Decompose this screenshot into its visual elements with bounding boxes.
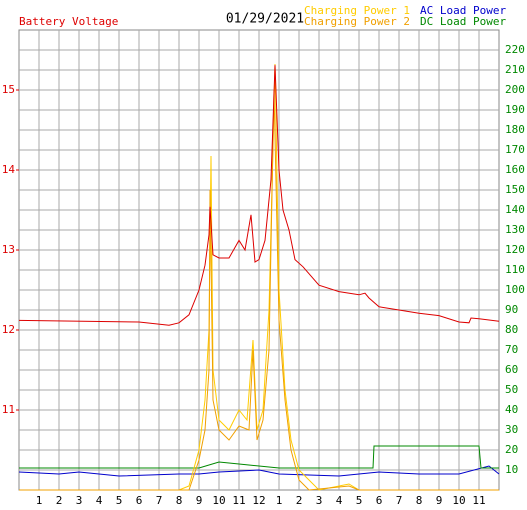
y2-tick-label: 100: [505, 283, 525, 296]
y2-tick-label: 60: [505, 363, 518, 376]
y2-tick-label: 30: [505, 423, 518, 436]
y2-tick-label: 90: [505, 303, 518, 316]
x-tick-label: 4: [96, 494, 103, 507]
x-tick-label: 1: [36, 494, 43, 507]
chart-title: 01/29/2021: [226, 12, 304, 27]
x-tick-label: 12: [252, 494, 265, 507]
y2-tick-label: 80: [505, 323, 518, 336]
y-tick-label: 11: [2, 403, 15, 416]
x-tick-label: 9: [196, 494, 203, 507]
x-tick-label: 7: [396, 494, 403, 507]
x-tick-label: 7: [156, 494, 163, 507]
x-tick-label: 6: [136, 494, 143, 507]
x-tick-label: 3: [316, 494, 323, 507]
y-tick-label: 12: [2, 323, 15, 336]
y2-tick-label: 150: [505, 183, 525, 196]
x-tick-label: 1: [276, 494, 283, 507]
x-tick-label: 5: [116, 494, 123, 507]
legend-label: Battery Voltage: [19, 15, 118, 28]
series-line: [18, 465, 500, 477]
y-tick-label: 15: [2, 83, 15, 96]
x-tick-label: 5: [356, 494, 363, 507]
y2-tick-label: 200: [505, 83, 525, 96]
y-tick-label: 13: [2, 243, 15, 256]
y-tick-label: 14: [2, 163, 16, 176]
x-tick-label: 9: [436, 494, 443, 507]
y2-tick-label: 220: [505, 43, 525, 56]
y2-tick-label: 40: [505, 403, 518, 416]
y2-tick-label: 130: [505, 223, 525, 236]
x-tick-label: 6: [376, 494, 383, 507]
x-tick-label: 3: [76, 494, 83, 507]
y2-tick-label: 180: [505, 123, 525, 136]
x-tick-label: 2: [296, 494, 303, 507]
y2-tick-label: 70: [505, 343, 518, 356]
legend-label: DC Load Power: [420, 15, 506, 28]
y2-tick-label: 140: [505, 203, 525, 216]
y2-tick-label: 210: [505, 63, 525, 76]
x-tick-label: 8: [416, 494, 423, 507]
x-tick-label: 8: [176, 494, 183, 507]
series-line: [18, 65, 500, 326]
series-line: [19, 89, 499, 491]
y2-tick-label: 110: [505, 263, 525, 276]
x-tick-label: 2: [56, 494, 63, 507]
x-tick-label: 10: [452, 494, 465, 507]
y2-tick-label: 20: [505, 443, 518, 456]
y2-tick-label: 190: [505, 103, 525, 116]
x-tick-label: 11: [472, 494, 485, 507]
y2-tick-label: 50: [505, 383, 518, 396]
series-line: [19, 445, 499, 469]
legend-label: AC Load Power: [420, 4, 506, 17]
x-tick-label: 4: [336, 494, 343, 507]
legend-label: Charging Power 1: [304, 4, 410, 17]
x-tick-label: 10: [212, 494, 225, 507]
x-tick-label: 11: [232, 494, 245, 507]
y2-tick-label: 10: [505, 463, 518, 476]
y2-tick-label: 120: [505, 243, 525, 256]
y2-tick-label: 170: [505, 143, 525, 156]
y2-tick-label: 160: [505, 163, 525, 176]
legend-label: Charging Power 2: [304, 15, 410, 28]
